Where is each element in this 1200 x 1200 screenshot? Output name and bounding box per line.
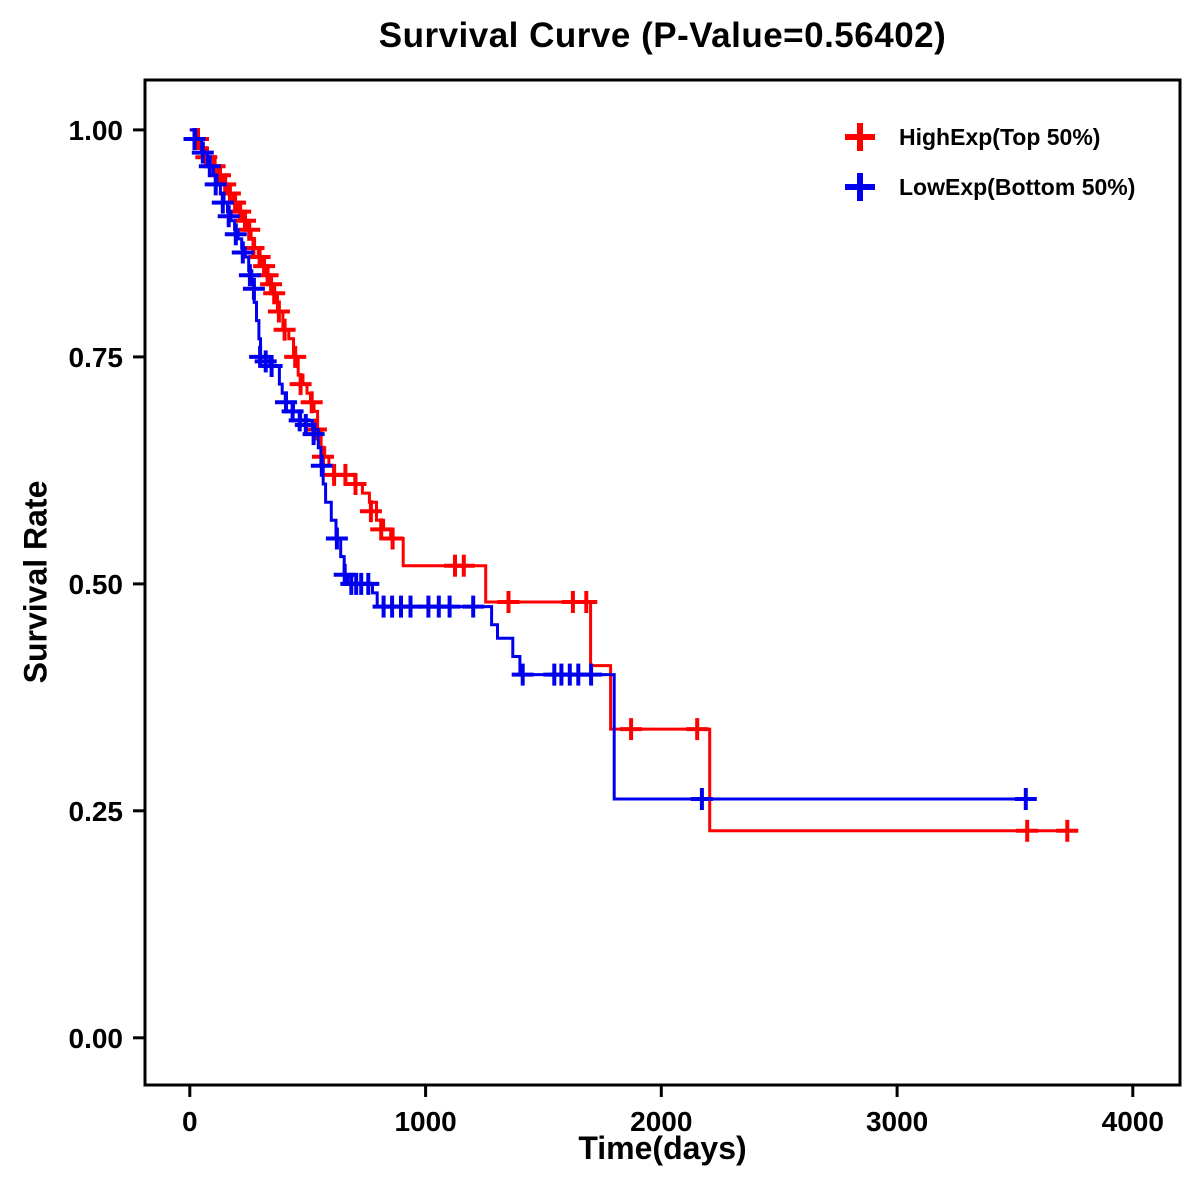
x-tick-label: 1000	[394, 1106, 456, 1137]
legend-label-lowexp: LowExp(Bottom 50%)	[899, 173, 1136, 200]
legend-item-lowexp: LowExp(Bottom 50%)	[843, 170, 1135, 204]
y-tick-label: 0.25	[69, 796, 124, 827]
x-tick-label: 4000	[1102, 1106, 1164, 1137]
legend-item-highexp: HighExp(Top 50%)	[843, 120, 1135, 154]
plot-panel-border	[143, 78, 1182, 1087]
survival-step-curve-highexp	[189, 128, 1067, 833]
y-tick-label: 0.00	[69, 1023, 124, 1054]
x-tick-label: 2000	[630, 1106, 692, 1137]
y-tick-label: 0.75	[69, 342, 124, 373]
x-tick-label: 3000	[866, 1106, 928, 1137]
y-tick-label: 1.00	[69, 115, 124, 146]
x-axis-label: Time(days)	[578, 1130, 747, 1166]
plus-marker-icon	[845, 173, 875, 201]
legend-label-highexp: HighExp(Top 50%)	[899, 123, 1101, 150]
y-axis-label: Survival Rate	[17, 480, 54, 684]
y-tick-label: 0.50	[69, 569, 124, 600]
plus-marker-icon	[845, 123, 875, 151]
chart-title: Survival Curve (P-Value=0.56402)	[378, 16, 947, 55]
legend: HighExp(Top 50%) LowExp(Bottom 50%)	[843, 120, 1135, 204]
x-tick-label: 0	[182, 1106, 198, 1137]
